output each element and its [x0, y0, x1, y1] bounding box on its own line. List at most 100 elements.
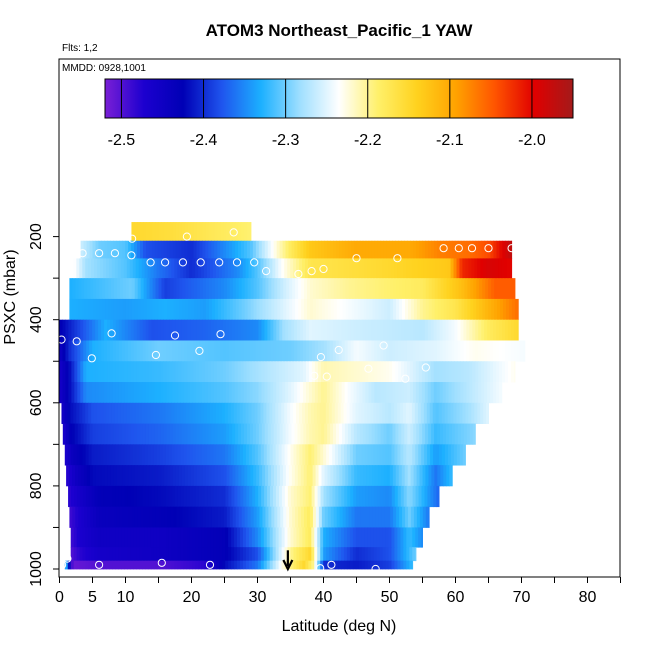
- heatmap-cell: [412, 485, 417, 508]
- heatmap-cell: [336, 298, 341, 321]
- heatmap-cell: [201, 444, 205, 466]
- heatmap-cell: [388, 527, 392, 548]
- heatmap-cell: [333, 423, 337, 445]
- heatmap-cell: [241, 423, 245, 445]
- observation-point: [454, 244, 463, 253]
- heatmap-cell: [82, 527, 87, 548]
- heatmap-cell: [116, 465, 121, 487]
- heatmap-cell: [308, 485, 313, 508]
- heatmap-cell: [383, 361, 387, 383]
- heatmap-cell: [88, 485, 93, 508]
- heatmap-cell: [251, 547, 256, 562]
- heatmap-cell: [269, 444, 274, 466]
- heatmap-cell: [120, 258, 125, 279]
- heatmap-cell: [211, 278, 216, 300]
- heatmap-cell: [306, 382, 310, 404]
- heatmap-cell: [364, 258, 368, 279]
- heatmap-cell: [353, 382, 357, 404]
- heatmap-cell: [156, 527, 161, 548]
- heatmap-cell: [350, 240, 355, 259]
- heatmap-cell: [83, 240, 88, 259]
- heatmap-cell: [151, 340, 156, 362]
- heatmap-cell: [311, 319, 316, 341]
- heatmap-cell: [291, 361, 295, 383]
- heatmap-cell: [68, 423, 73, 445]
- heatmap-cell: [422, 506, 427, 528]
- heatmap-cell: [468, 258, 472, 279]
- heatmap-cell: [226, 506, 231, 528]
- heatmap-cell: [174, 258, 178, 279]
- heatmap-cell: [59, 382, 63, 404]
- heatmap-cell: [124, 361, 129, 383]
- heatmap-cell: [266, 402, 270, 424]
- heatmap-cell: [333, 465, 337, 487]
- heatmap-cell: [211, 222, 216, 242]
- heatmap-cell: [379, 547, 384, 562]
- heatmap-cell: [180, 485, 185, 508]
- heatmap-cell: [472, 240, 477, 259]
- heatmap-cell: [149, 298, 154, 321]
- heatmap-cell: [403, 258, 407, 279]
- heatmap-cell: [202, 340, 206, 362]
- heatmap-cell: [341, 340, 346, 362]
- heatmap-cell: [406, 319, 411, 341]
- heatmap-cell: [349, 547, 354, 562]
- heatmap-cell: [220, 298, 225, 321]
- heatmap-cell: [394, 258, 398, 279]
- heatmap-cell: [362, 240, 367, 259]
- heatmap-cell: [203, 298, 207, 321]
- heatmap-cell: [283, 278, 287, 300]
- heatmap-cell: [267, 485, 271, 508]
- heatmap-cell: [395, 423, 399, 445]
- heatmap-cell: [101, 423, 105, 445]
- heatmap-cell: [240, 527, 244, 548]
- heatmap-cell: [220, 222, 225, 242]
- heatmap-cell: [499, 319, 503, 341]
- heatmap-cell: [344, 382, 349, 404]
- observation-point: [294, 269, 303, 279]
- heatmap-cell: [73, 402, 77, 424]
- heatmap-cell: [357, 278, 361, 300]
- heatmap-cell: [300, 361, 304, 383]
- heatmap-cell: [102, 506, 106, 528]
- observation-point: [484, 244, 493, 253]
- heatmap-cell: [463, 382, 467, 404]
- heatmap-cell: [142, 485, 146, 508]
- heatmap-cell: [443, 278, 448, 300]
- heatmap-cell: [181, 240, 186, 259]
- heatmap-cell: [315, 506, 320, 528]
- heatmap-cell: [62, 319, 66, 341]
- heatmap-cell: [169, 382, 173, 404]
- heatmap-cell: [224, 258, 229, 279]
- heatmap-cell: [136, 485, 140, 508]
- heatmap-cell: [253, 298, 258, 321]
- heatmap-cell: [279, 361, 283, 383]
- heatmap-cell: [122, 465, 126, 487]
- heatmap-cell: [222, 485, 226, 508]
- heatmap-cell: [232, 222, 236, 242]
- heatmap-cell: [128, 278, 133, 300]
- heatmap-cell: [309, 278, 314, 300]
- heatmap-cell: [149, 278, 154, 300]
- heatmap-cell: [469, 361, 473, 383]
- heatmap-cell: [167, 506, 171, 528]
- heatmap-cell: [115, 444, 119, 466]
- heatmap-cell: [372, 465, 376, 487]
- heatmap-cell: [374, 240, 379, 259]
- heatmap-cell: [142, 319, 147, 341]
- heatmap-cell: [258, 319, 262, 341]
- observation-point: [319, 264, 328, 274]
- heatmap-cell: [244, 222, 248, 242]
- heatmap-cell: [213, 527, 217, 548]
- heatmap-layers: [59, 222, 526, 570]
- heatmap-cell: [364, 527, 369, 548]
- heatmap-cell: [450, 402, 455, 424]
- heatmap-cell: [339, 465, 343, 487]
- heatmap-cell: [186, 258, 190, 279]
- heatmap-cell: [321, 423, 325, 445]
- heatmap-cell: [348, 298, 353, 321]
- heatmap-cell: [112, 485, 117, 508]
- heatmap-cell: [231, 319, 236, 341]
- heatmap-cell: [298, 506, 302, 528]
- heatmap-cell: [119, 278, 124, 300]
